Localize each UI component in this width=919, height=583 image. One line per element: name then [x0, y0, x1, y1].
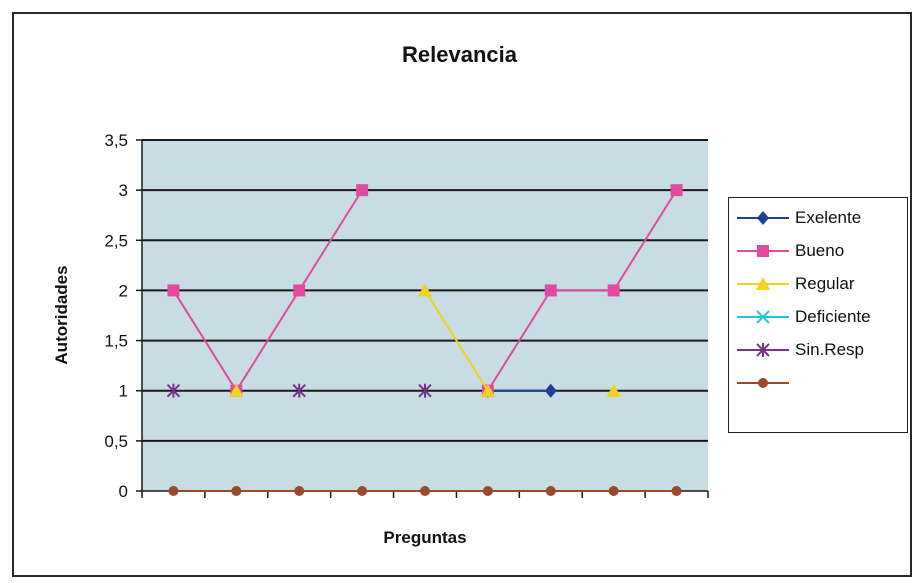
series-line-bueno	[612, 189, 678, 291]
legend-label: Bueno	[795, 241, 845, 260]
data-point-series-6	[482, 486, 493, 496]
legend-swatch	[737, 245, 789, 257]
legend-marker	[756, 343, 770, 357]
y-tick-label: 3,5	[104, 131, 128, 150]
data-point-regular	[480, 383, 495, 397]
legend-marker	[758, 378, 768, 388]
y-tick-label: 0	[119, 482, 128, 501]
legend-item-bueno: Bueno	[735, 239, 844, 263]
legend-marker	[756, 310, 770, 324]
legend-swatch	[737, 343, 789, 357]
legend-label: Deficiente	[795, 307, 871, 326]
x-axis-label: Preguntas	[383, 528, 467, 547]
legend-item-regular: Regular	[735, 272, 855, 296]
legend-label: Regular	[795, 274, 855, 293]
legend-item-series-6	[735, 371, 795, 395]
data-point-series-6	[231, 486, 242, 496]
y-tick-label: 1	[119, 382, 128, 401]
series-line-bueno	[298, 189, 363, 291]
legend-item-exelente: Exelente	[735, 206, 861, 230]
data-point-series-6	[294, 486, 305, 496]
data-point-exelente	[544, 383, 557, 398]
legend: Exelente Bueno Regular Deficiente Sin.Resp	[728, 197, 908, 433]
data-point-sin-resp	[418, 383, 432, 398]
data-point-series-6	[420, 486, 430, 496]
data-point-series-6	[545, 486, 556, 496]
legend-item-deficiente: Deficiente	[735, 305, 871, 329]
series-line-bueno	[235, 289, 301, 392]
series-line-regular	[424, 289, 489, 392]
y-tick-label: 1,5	[104, 332, 128, 351]
y-tick-label: 3	[119, 181, 128, 200]
series-line-bueno	[487, 289, 552, 392]
data-point-bueno	[607, 284, 620, 297]
data-point-bueno	[167, 284, 180, 297]
data-point-bueno	[356, 184, 369, 197]
data-point-bueno	[544, 284, 557, 297]
data-point-sin-resp	[292, 383, 306, 398]
data-point-series-6	[168, 486, 179, 496]
y-tick-label: 2,5	[104, 231, 128, 250]
data-point-regular	[418, 283, 432, 297]
data-point-regular	[229, 383, 244, 397]
legend-label: Exelente	[795, 208, 862, 227]
data-point-series-6	[608, 486, 619, 496]
legend-item-sin-resp: Sin.Resp	[735, 338, 864, 362]
data-point-sin-resp	[166, 383, 181, 398]
legend-swatch	[737, 310, 789, 324]
series-line-bueno	[172, 289, 238, 392]
data-point-bueno	[670, 184, 683, 197]
data-point-series-6	[357, 486, 368, 496]
legend-marker	[756, 277, 770, 290]
data-point-regular	[606, 383, 621, 397]
legend-swatch	[737, 378, 789, 388]
plot-area	[142, 140, 708, 491]
data-point-bueno	[293, 284, 306, 297]
y-tick-label: 2	[119, 281, 128, 300]
y-tick-label: 0,5	[104, 432, 128, 451]
legend-swatch	[737, 277, 789, 290]
legend-label: Sin.Resp	[795, 340, 864, 359]
chart-title: Relevancia	[402, 42, 517, 67]
legend-marker	[757, 211, 769, 225]
data-point-series-6	[671, 486, 682, 496]
legend-marker	[757, 245, 769, 257]
legend-swatch	[737, 211, 789, 225]
